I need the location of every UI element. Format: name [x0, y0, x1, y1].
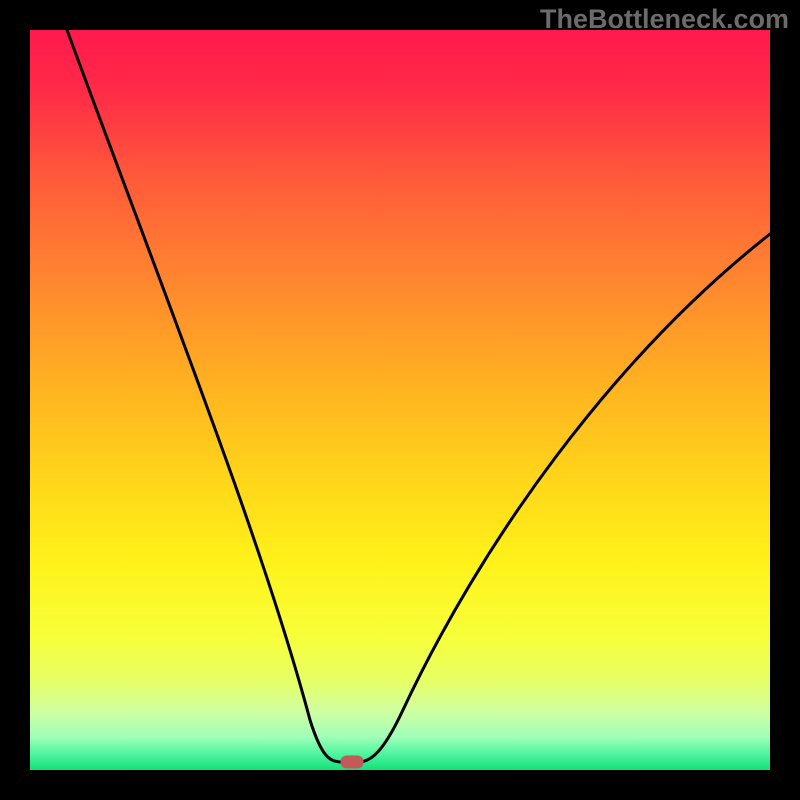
watermark-text: TheBottleneck.com — [540, 4, 789, 35]
chart-canvas: TheBottleneck.com — [0, 0, 800, 800]
heat-gradient — [30, 30, 770, 770]
plot-area — [30, 30, 770, 770]
